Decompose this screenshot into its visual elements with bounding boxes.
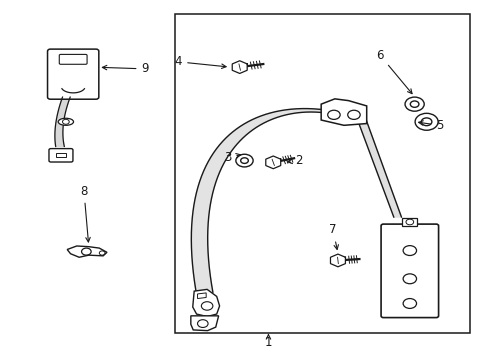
- Polygon shape: [55, 97, 70, 147]
- Bar: [56, 153, 66, 157]
- Text: 9: 9: [102, 62, 149, 75]
- Polygon shape: [232, 61, 246, 73]
- Text: 7: 7: [329, 224, 338, 249]
- FancyBboxPatch shape: [59, 54, 87, 64]
- Polygon shape: [330, 254, 345, 267]
- FancyBboxPatch shape: [47, 49, 99, 99]
- Text: 5: 5: [418, 119, 443, 132]
- Polygon shape: [355, 116, 401, 217]
- Polygon shape: [197, 293, 206, 298]
- Polygon shape: [321, 99, 366, 125]
- Text: 2: 2: [287, 154, 302, 167]
- Polygon shape: [265, 156, 280, 169]
- Text: 1: 1: [264, 336, 272, 349]
- Bar: [175, 14, 469, 333]
- Polygon shape: [190, 316, 218, 330]
- Polygon shape: [67, 246, 107, 257]
- Polygon shape: [191, 109, 331, 300]
- Bar: [401, 218, 417, 226]
- Text: 6: 6: [376, 49, 411, 94]
- FancyBboxPatch shape: [49, 149, 73, 162]
- Polygon shape: [192, 289, 219, 316]
- FancyBboxPatch shape: [380, 224, 438, 318]
- Ellipse shape: [58, 118, 73, 125]
- Text: 4: 4: [174, 55, 225, 68]
- Text: 8: 8: [80, 185, 90, 242]
- Text: 3: 3: [224, 151, 240, 164]
